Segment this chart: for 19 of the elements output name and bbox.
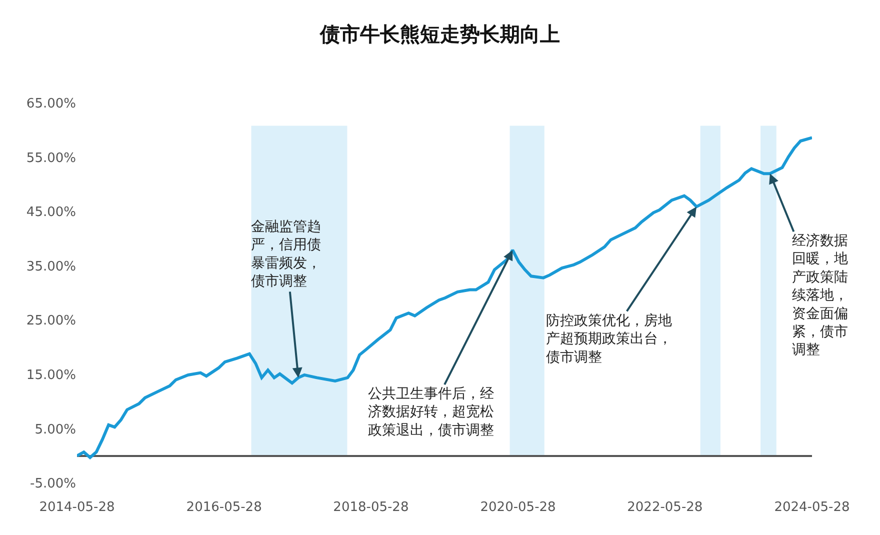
y-tick-label: -5.00% — [30, 476, 76, 492]
y-tick-label: 35.00% — [26, 259, 76, 274]
annotation: 公共卫生事件后，经济数据好转，超宽松政策退出，债市调整 — [368, 386, 494, 438]
annotation: 金融监管趋严，信用债暴雷频发，债市调整 — [251, 219, 321, 290]
chart-title: 债市牛长熊短走势长期向上 — [319, 22, 560, 46]
y-tick-label: 65.00% — [26, 96, 76, 112]
y-tick-label: 25.00% — [26, 314, 76, 329]
y-tick-label: 15.00% — [26, 368, 76, 383]
x-tick-label: 2018-05-28 — [333, 500, 409, 515]
x-tick-label: 2022-05-28 — [627, 500, 703, 515]
y-tick-label: 5.00% — [34, 422, 76, 438]
x-tick-label: 2014-05-28 — [39, 500, 115, 515]
x-tick-label: 2020-05-28 — [480, 500, 556, 515]
x-tick-label: 2024-05-28 — [774, 500, 850, 515]
x-tick-label: 2016-05-28 — [186, 500, 262, 515]
y-tick-label: 45.00% — [26, 205, 76, 220]
annotation: 经济数据回暖，地产政策陆续落地，资金面偏紧，债市调整 — [792, 233, 848, 358]
annotation: 防控政策优化，房地产超预期政策出台，债市调整 — [546, 313, 672, 366]
y-tick-label: 55.00% — [26, 150, 76, 166]
